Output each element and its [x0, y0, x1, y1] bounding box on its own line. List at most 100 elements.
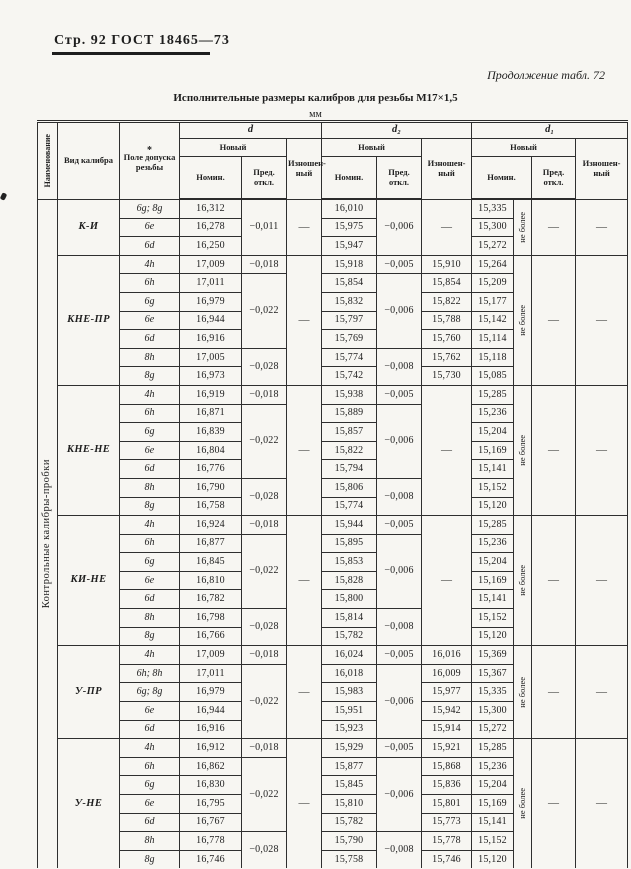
tolerance-field: 8g: [119, 849, 180, 869]
naimenovanie-label: Наименование: [42, 134, 52, 188]
d2-nominal: 15,797: [321, 310, 377, 331]
d2-nominal: 15,828: [321, 570, 377, 591]
d2-nominal: 15,794: [321, 459, 377, 479]
d2-nominal: 15,854: [321, 273, 377, 293]
d2-nominal: 15,938: [321, 384, 377, 405]
d2-worn: 15,788: [420, 310, 473, 331]
ne-bolee-note-text: не более: [517, 212, 528, 243]
tolerance-field: 6g: [119, 422, 180, 442]
units-label: мм: [309, 109, 322, 120]
d2-worn: 15,730: [420, 366, 473, 386]
d1-nominal: 15,335: [471, 682, 515, 703]
d2-deviation: −0,006: [376, 663, 422, 740]
tolerance-field: 6d: [119, 719, 180, 740]
table-row: 8h 16,778 −0,028 15,790 −0,008 15,778 15,152: [38, 831, 628, 869]
caliber-type: КНЕ-НЕ: [57, 384, 120, 517]
d1-nominal: 15,169: [471, 570, 515, 591]
d2-deviation: −0,005: [376, 738, 422, 758]
d2-deviation: −0,005: [376, 645, 422, 665]
caliber-type: КИ-НЕ: [57, 515, 120, 647]
table-row: 6d 16,916 15,769 15,760 15,114: [38, 329, 628, 349]
column-header-nominal: Номин.: [179, 156, 242, 200]
d-nominal: 16,979: [179, 682, 242, 703]
d2-nominal: 15,790: [321, 831, 377, 851]
d2-nominal: 16,018: [321, 663, 377, 684]
d1-worn-dash: —: [575, 254, 629, 386]
d2-worn: 15,746: [420, 849, 473, 869]
d2-deviation: −0,008: [376, 831, 422, 869]
column-header-worn: Изношен-ный: [420, 138, 473, 200]
d2-worn: 15,914: [420, 719, 473, 740]
d2-nominal: 15,877: [321, 756, 377, 777]
d-nominal: 16,916: [179, 719, 242, 740]
d-nominal: 16,877: [179, 533, 242, 554]
tolerance-field: 6g: [119, 775, 180, 795]
d2-nominal: 15,758: [321, 849, 377, 869]
tolerance-field: 8h: [119, 477, 180, 498]
d-worn-dash: —: [286, 198, 322, 256]
column-header-pole-dopuska: * Поле допуска резьбы: [119, 121, 180, 200]
d-nominal: 17,009: [179, 645, 242, 665]
d1-nominal: 15,264: [471, 254, 515, 275]
tolerance-field: 6d: [119, 236, 180, 256]
d2-worn-dash: —: [420, 384, 473, 517]
d2-nominal: 15,983: [321, 682, 377, 703]
d-nominal: 16,766: [179, 626, 242, 647]
d-deviation: −0,028: [241, 831, 287, 869]
d-worn-dash: —: [286, 515, 322, 647]
d2-worn: 15,822: [420, 291, 473, 312]
d-nominal: 16,278: [179, 217, 242, 238]
d-nominal: 16,312: [179, 198, 242, 219]
group-header-d2: d₂: [320, 121, 473, 139]
d2-nominal: 15,889: [321, 403, 377, 424]
d2-nominal: 15,832: [321, 291, 377, 312]
d-worn-dash: —: [286, 254, 322, 386]
d2-nominal: 15,947: [321, 236, 377, 256]
table-row: КНЕ-НЕ 4h 16,919 −0,018—15,938 −0,005—15,285…: [38, 384, 629, 517]
table-row: 6d 16,250 15,947 15,272: [38, 236, 628, 256]
d2-deviation: −0,008: [376, 347, 422, 386]
tolerance-field: 6e: [119, 440, 180, 461]
group-header-d1: d₁: [471, 121, 629, 139]
d-deviation: −0,018: [241, 515, 287, 535]
d1-nominal: 15,369: [471, 645, 515, 665]
d-nominal: 16,798: [179, 608, 242, 628]
d2-nominal: 15,944: [321, 515, 377, 535]
tolerance-field: 6d: [119, 812, 180, 833]
tolerance-field: 4h: [119, 515, 180, 535]
table-row: 6d 16,782 15,800 15,141: [38, 589, 628, 610]
table-row: 8g 16,973 15,742 15,730 15,085: [38, 366, 628, 386]
header-row-new-worn: Новый Изношен-ный Новый Изношен-ный Новы…: [38, 138, 629, 200]
d-nominal: 16,746: [179, 849, 242, 869]
column-header-worn: Изношен-ный: [286, 138, 326, 200]
table-row: 8g 16,746 15,758 15,746 15,120: [38, 849, 628, 869]
d-deviation: −0,022: [241, 533, 287, 610]
d2-deviation: −0,008: [376, 477, 422, 517]
table-row: 6e 16,810 15,828 15,169: [38, 570, 628, 591]
d-nominal: 16,944: [179, 310, 242, 331]
table-row: 6e 16,278 15,975 15,300: [38, 217, 628, 238]
d-nominal: 16,912: [179, 738, 242, 758]
d2-nominal: 15,975: [321, 217, 377, 238]
d2-nominal: 15,895: [321, 533, 377, 554]
table-row: 8g 16,758 15,774 15,120: [38, 496, 628, 517]
d1-nominal: 15,120: [471, 496, 515, 517]
d-nominal: 16,782: [179, 589, 242, 610]
column-header-nominal: Номин.: [471, 156, 533, 200]
ne-bolee-note: не более: [513, 384, 533, 517]
d1-nominal: 15,141: [471, 459, 515, 479]
d2-worn: 15,942: [420, 701, 473, 721]
d1-deviation-dash: —: [531, 254, 577, 386]
d1-nominal: 15,120: [471, 626, 515, 647]
d1-worn-dash: —: [575, 384, 629, 517]
d-deviation: −0,018: [241, 738, 287, 758]
d1-nominal: 15,141: [471, 589, 515, 610]
tolerance-field: 6e: [119, 310, 180, 331]
ne-bolee-note: не более: [513, 254, 533, 386]
d2-nominal: 15,782: [321, 626, 377, 647]
d1-nominal: 15,118: [471, 347, 515, 368]
d-nominal: 17,011: [179, 273, 242, 293]
d2-worn: 15,773: [420, 812, 473, 833]
d1-worn-dash: —: [575, 738, 629, 869]
